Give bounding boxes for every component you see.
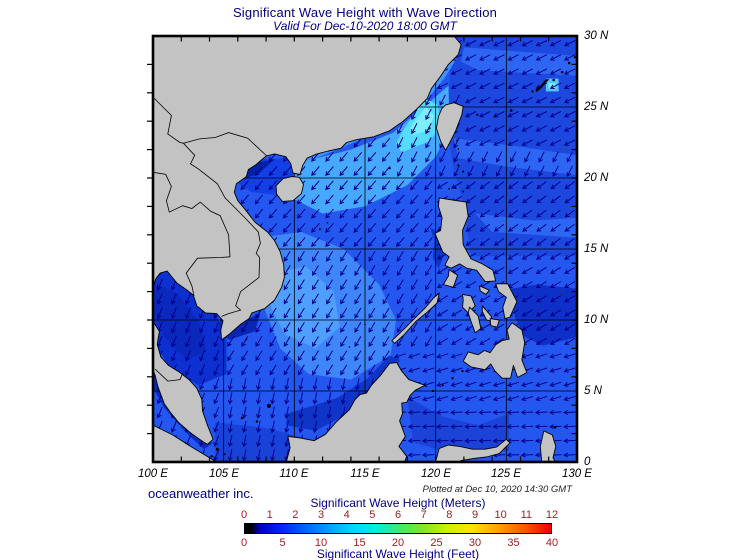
colorbar-tick-label: 4 <box>343 509 350 521</box>
lon-label: 125 E <box>490 468 522 480</box>
colorbar-tick-label: 11 <box>520 509 533 521</box>
colorbar-tick-label: 5 <box>369 509 376 521</box>
lon-label: 115 E <box>350 468 380 480</box>
plot-timestamp: Plotted at Dec 10, 2020 14:30 GMT <box>422 484 572 495</box>
lat-label: 5 N <box>584 385 602 397</box>
colorbar-tick-label: 12 <box>545 509 559 521</box>
colorbar-gradient <box>244 523 552 534</box>
lat-label: 30 N <box>584 30 609 42</box>
colorbar-tick-label: 30 <box>468 537 482 549</box>
colorbar-tick-label: 25 <box>430 537 443 549</box>
colorbar-tick-label: 15 <box>353 537 366 549</box>
colorbar-tick-label: 10 <box>314 537 328 549</box>
colorbar-tick-label: 8 <box>446 509 453 521</box>
colorbar-tick-label: 0 <box>240 509 248 521</box>
colorbar-tick-label: 1 <box>266 509 273 521</box>
colorbar-tick-label: 40 <box>545 537 559 549</box>
lat-label: 15 N <box>584 243 609 255</box>
colorbar-tick-label: 3 <box>317 509 325 521</box>
lon-label: 120 E <box>420 468 452 480</box>
colorbar-tick-label: 0 <box>240 537 248 549</box>
colorbar-tick-label: 9 <box>471 509 479 521</box>
colorbar-tick-label: 10 <box>494 509 507 521</box>
lon-label: 110 E <box>279 468 309 480</box>
credit-text: oceanweather inc. <box>148 486 254 501</box>
lat-label: 25 N <box>584 101 609 113</box>
chart-subtitle: Valid For Dec-10-2020 18:00 GMT <box>273 19 457 33</box>
colorbar-tick-label: 20 <box>391 537 405 549</box>
colorbar-tick-label: 5 <box>279 537 286 549</box>
colorbar-title-meters: Significant Wave Height (Meters) <box>310 496 486 510</box>
colorbar-tick-label: 7 <box>420 509 427 521</box>
colorbar-tick-label: 2 <box>292 509 299 521</box>
chart-title: Significant Wave Height with Wave Direct… <box>232 5 498 20</box>
lat-label: 10 N <box>584 314 609 326</box>
lat-label: 20 N <box>584 172 609 184</box>
lon-label: 105 E <box>208 468 240 480</box>
colorbar-feet-ticks: 0 5 10 15 20 25 30 35 40 <box>240 537 558 549</box>
lon-label: 100 E <box>137 468 169 480</box>
lon-label: 130 E <box>561 468 593 480</box>
colorbar-tick-label: 6 <box>394 509 402 521</box>
colorbar-title-feet: Significant Wave Height (Feet) <box>316 547 480 560</box>
map-canvas <box>147 34 579 464</box>
colorbar-meter-ticks: 0 1 2 3 4 5 6 7 8 9 10 11 12 <box>240 509 558 521</box>
colorbar-tick-label: 35 <box>507 537 520 549</box>
lat-label: 0 <box>584 456 591 468</box>
